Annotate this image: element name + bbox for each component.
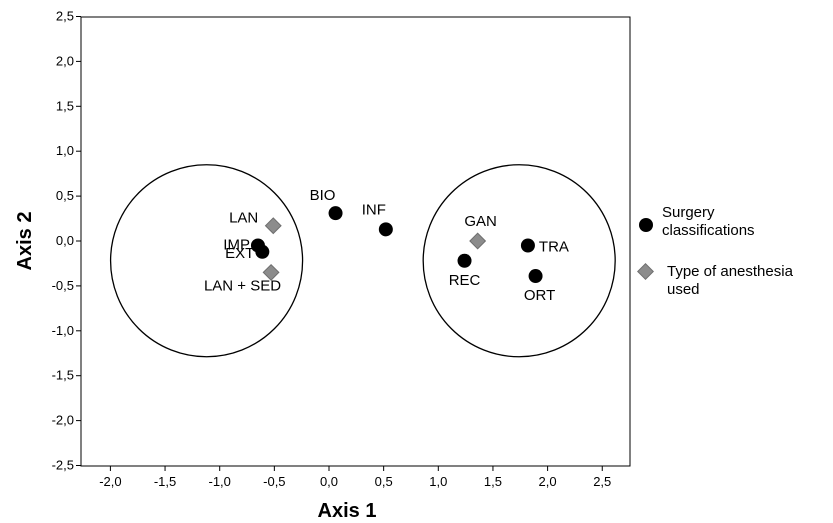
point-rec [457,253,472,268]
y-tick-label: 2,0 [56,53,74,68]
point-lan [264,217,282,235]
y-axis-title: Axis 2 [14,212,36,271]
cluster-circle [109,164,304,358]
point-label-tra: TRA [539,238,569,255]
x-tick-label: -1,5 [154,474,176,489]
y-tick-label: 1,0 [56,143,74,158]
legend: Surgery classifications Type of anesthesi… [637,204,794,298]
x-axis-title: Axis 1 [318,500,377,522]
x-tick-label: 1,0 [429,474,447,489]
point-label-imp: IMP [223,236,250,253]
y-tick-label: 0,0 [56,233,74,248]
x-tick-label: 1,5 [484,474,502,489]
x-tick-label: -1,0 [208,474,230,489]
y-tick-label: -2,5 [52,458,74,473]
point-label-bio: BIO [310,187,336,204]
cluster-circles [109,164,616,358]
point-inf [378,222,393,237]
legend-label-surgery: Surgery classifications [662,204,755,239]
point-label-lan-sed: LAN + SED [204,277,281,294]
y-tick-label: 0,5 [56,188,74,203]
point-ext [255,244,270,259]
point-label-rec: REC [449,272,481,289]
y-tick-label: -1,0 [52,323,74,338]
x-tick-label: -0,5 [263,474,285,489]
point-label-ext: EXT [225,245,254,262]
x-axis-ticks: -2,0 -1,5 -1,0 -0,5 0,0 0,5 1,0 1,5 2,0 2,5 [99,466,611,489]
y-tick-label: 1,5 [56,98,74,113]
point-bio [328,206,343,221]
point-gan [469,232,487,250]
point-tra [520,238,535,253]
x-tick-label: -2,0 [99,474,121,489]
point-label-inf: INF [362,201,386,218]
legend-label-anesthesia: Type of anesthesia used [667,263,794,298]
y-tick-label: -1,5 [52,368,74,383]
legend-marker-anesthesia [637,263,654,280]
x-tick-label: 0,0 [320,474,338,489]
x-tick-label: 2,5 [593,474,611,489]
y-tick-label: -2,0 [52,413,74,428]
point-label-lan: LAN [229,210,258,227]
y-tick-label: -0,5 [52,278,74,293]
legend-marker-surgery [639,218,653,232]
point-lan-sed [262,263,280,281]
x-tick-label: 0,5 [375,474,393,489]
point-label-gan: GAN [464,213,497,230]
point-label-ort: ORT [524,287,555,304]
y-tick-label: 2,5 [56,9,74,24]
x-tick-label: 2,0 [539,474,557,489]
cluster-circle [422,164,616,358]
point-ort [528,269,543,284]
y-axis-ticks: 2,5 2,0 1,5 1,0 0,5 0,0 -0,5 -1,0 -1,5 -2,0 -2,5 [52,9,81,473]
plot-frame [80,16,631,467]
